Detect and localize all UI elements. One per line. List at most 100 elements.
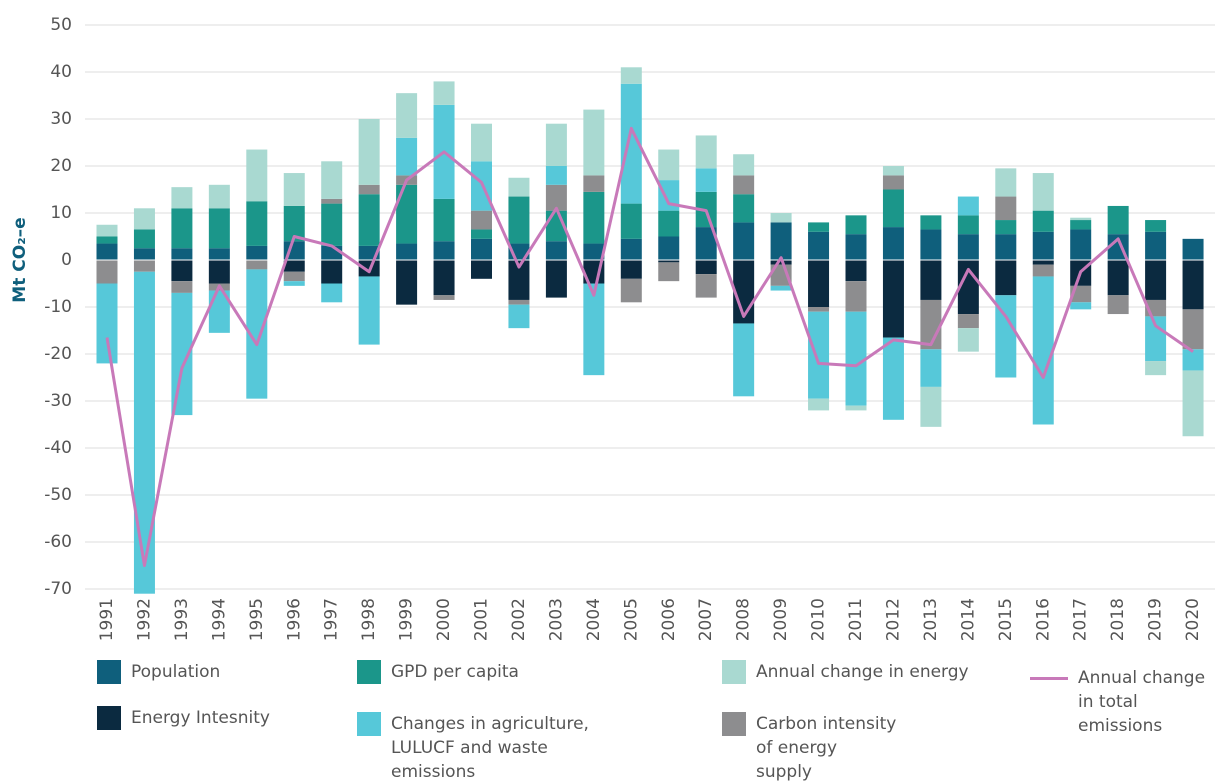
bar-segment (733, 175, 755, 195)
y-tick-label: 20 (50, 156, 72, 176)
y-axis-label: Mt CO₂–e (10, 217, 30, 302)
x-tick-label: 2005 (621, 598, 641, 641)
x-tick-label: 2020 (1183, 598, 1203, 641)
bar-segment (246, 269, 268, 399)
bar-segment (658, 210, 680, 237)
y-tick-label: 10 (50, 203, 72, 223)
bar-segment (208, 208, 230, 249)
x-tick-label: 2017 (1071, 598, 1091, 641)
bar-segment (508, 299, 530, 305)
bar-segment (957, 314, 979, 329)
bar-segment (1107, 260, 1129, 296)
legend-swatch (97, 706, 121, 730)
bar-segment (246, 260, 268, 270)
bar-segment (1070, 217, 1092, 221)
bar-segment (770, 285, 792, 291)
bar-segment (995, 295, 1017, 378)
y-tick-label: -50 (44, 485, 72, 505)
bar-segment (1145, 316, 1167, 362)
x-tick-label: 2014 (958, 598, 978, 641)
bar-segment (433, 295, 455, 300)
y-tick-label: -20 (44, 344, 72, 364)
bar-segment (171, 292, 193, 416)
x-tick-label: 2003 (546, 598, 566, 641)
bar-segment (957, 260, 979, 315)
bar-segment (920, 349, 942, 387)
legend-swatch (722, 712, 746, 736)
bar-segment (471, 210, 492, 230)
bar-segment (770, 222, 792, 260)
bar-segment (583, 109, 605, 176)
x-tick-label: 1991 (97, 598, 117, 641)
bar-segment (583, 243, 605, 260)
bar-segment (695, 260, 717, 275)
bar-segment (808, 398, 830, 411)
bar-segment (733, 154, 755, 176)
bar-segment (658, 236, 680, 260)
bar-segment (882, 260, 904, 338)
bar-segment (96, 243, 118, 260)
x-tick-label: 1992 (134, 598, 154, 641)
bar-segment (96, 283, 118, 364)
bar-segment (995, 234, 1017, 260)
bar-segment (171, 248, 193, 260)
legend-swatch (357, 712, 381, 736)
y-tick-label: -60 (44, 532, 72, 552)
bar-segment (1032, 276, 1054, 425)
bar-segment (508, 304, 530, 329)
bar-segment (620, 238, 642, 260)
bar-segment (433, 241, 455, 260)
x-tick-label: 2004 (584, 598, 604, 641)
bar-segment (358, 184, 380, 195)
bar-segment (808, 307, 830, 312)
legend-label: GPD per capita (391, 662, 519, 682)
bar-segment (358, 194, 380, 246)
bar-segment (471, 123, 492, 162)
legend-swatch (357, 660, 381, 684)
bar-segment (995, 196, 1017, 221)
bar-segment (695, 227, 717, 260)
bar-segment (1182, 238, 1204, 260)
bar-segment (620, 260, 642, 279)
bar-segment (920, 260, 942, 300)
y-tick-label: 0 (61, 250, 72, 270)
bar-segment (171, 260, 193, 282)
bar-segment (283, 281, 305, 286)
bar-segment (808, 260, 830, 307)
page: {"chart_data": {"type": "bar", "stacked"… (10, 15, 1225, 782)
bar-segment (545, 241, 567, 260)
bar-segment (808, 222, 830, 232)
bar-segment (133, 271, 155, 594)
x-tick-label: 2016 (1033, 598, 1053, 641)
y-tick-label: 30 (50, 109, 72, 129)
bar-segment (208, 248, 230, 260)
bar-segment (1145, 361, 1167, 376)
legend-label: Changes in agriculture, LULUCF and waste… (391, 714, 589, 782)
bar-segment (171, 208, 193, 249)
bar-segment (1145, 231, 1167, 260)
bar-segment (658, 262, 680, 282)
bar-segment (920, 215, 942, 230)
bar-segment (920, 229, 942, 260)
bar-segment (208, 260, 230, 284)
bar-segment (1032, 264, 1054, 277)
x-tick-label: 1994 (209, 598, 229, 641)
bar-segment (321, 161, 343, 199)
bar-segment (133, 260, 155, 272)
bar-segment (246, 245, 268, 260)
bar-segment (1145, 220, 1167, 232)
bar-segment (321, 198, 343, 204)
bar-segment (620, 83, 642, 204)
legend-item: Energy Intesnity (97, 706, 317, 730)
legend-item: Annual change in total emissions (1030, 666, 1225, 738)
legend-label: Annual change in energy (756, 662, 969, 682)
y-tick-label: -30 (44, 391, 72, 411)
bar-segment (1032, 173, 1054, 211)
bar-segment (957, 196, 979, 216)
bar-segment (620, 67, 642, 84)
bar-segment (433, 260, 455, 296)
bar-segment (1182, 260, 1204, 310)
bar-segment (321, 283, 343, 303)
x-tick-label: 2000 (434, 598, 454, 641)
bar-segment (920, 386, 942, 427)
